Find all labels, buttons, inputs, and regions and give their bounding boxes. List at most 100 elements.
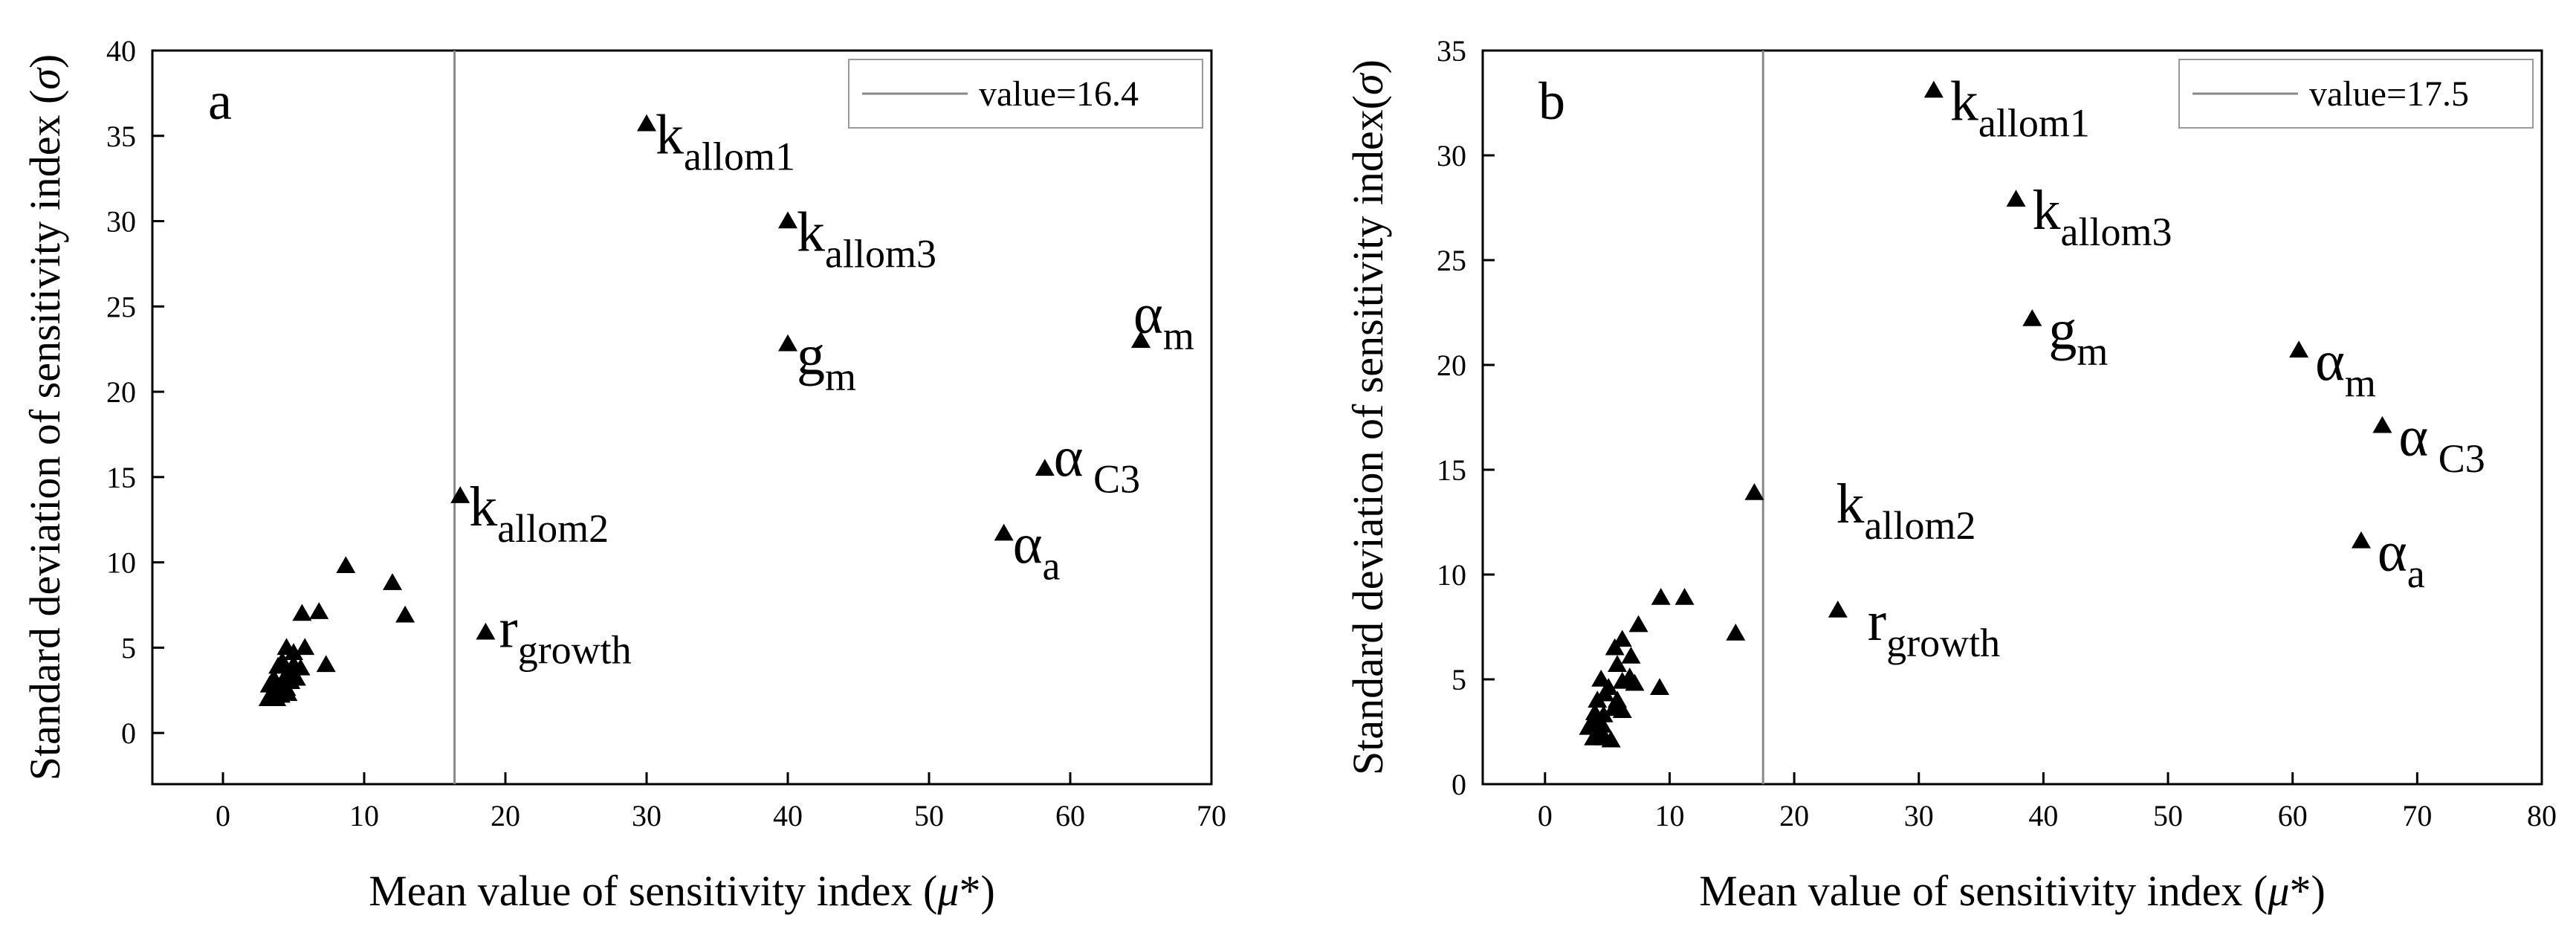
panel-letter: b: [1538, 71, 1565, 131]
labeled-data-point: [1744, 483, 1764, 500]
point-annotation: α C3: [2398, 406, 2485, 481]
y-tick-label: 10: [106, 546, 136, 580]
data-point: [1726, 623, 1746, 641]
data-point: [268, 656, 288, 674]
plot-frame: [1481, 49, 2543, 786]
point-annotation: αa: [2378, 521, 2425, 596]
point-annotation: kallom3: [797, 201, 936, 276]
labeled-data-point: [476, 622, 496, 640]
data-point: [395, 605, 415, 623]
point-annotation: rgrowth: [1868, 590, 2000, 665]
point-annotation: αm: [2315, 330, 2376, 405]
y-tick-label: 30: [106, 205, 136, 239]
data-point: [383, 573, 402, 590]
y-tick-label: 25: [106, 290, 136, 323]
labeled-data-point: [778, 211, 797, 229]
y-tick-label: 25: [1437, 244, 1466, 277]
x-tick-label: 30: [632, 799, 661, 832]
y-tick-label: 30: [1437, 139, 1466, 172]
y-tick-label: 35: [1437, 34, 1466, 68]
y-tick-label: 10: [1437, 558, 1466, 592]
y-axis-title: Standard deviation of sensitivity index …: [21, 54, 69, 780]
x-tick-label: 20: [1779, 799, 1809, 832]
y-tick-label: 35: [106, 120, 136, 153]
data-point: [1612, 671, 1632, 689]
panel-b: 0 10 20 30 40 50 60 70 80 0 5 10 15 20 25 30 35 Mean valu…: [1344, 34, 2557, 915]
data-point: [1651, 588, 1671, 605]
x-tick-label: 0: [1538, 799, 1553, 832]
data-point: [1621, 646, 1641, 664]
panel-a: 0 10 20 30 40 50 60 70 0 5 10 15 20 25 30 35 40 Mean valu…: [21, 34, 1226, 915]
plot-frame: [151, 49, 1213, 786]
point-annotation: kallom3: [2033, 179, 2172, 254]
labeled-data-point: [2351, 531, 2371, 549]
x-tick-label: 40: [773, 799, 803, 832]
x-tick-label: 30: [1904, 799, 1934, 832]
x-tick-label: 60: [1055, 799, 1085, 832]
point-annotation: rgrowth: [499, 598, 631, 673]
point-annotation: gm: [797, 324, 856, 399]
x-tick-label: 50: [914, 799, 944, 832]
y-tick-label: 0: [1452, 768, 1466, 801]
data-point: [1650, 678, 1670, 696]
labeled-data-point: [1828, 600, 1848, 618]
data-point: [1674, 588, 1695, 605]
y-tick-label: 5: [121, 631, 136, 664]
y-axis-title: Standard deviation of sensitivity index(…: [1344, 59, 1392, 775]
labeled-data-point: [2289, 340, 2309, 358]
point-annotation: kallom2: [1836, 473, 1975, 548]
point-annotation: kallom1: [1950, 71, 2090, 146]
point-annotation: αa: [1013, 514, 1061, 589]
y-tick-label: 0: [121, 717, 136, 750]
data-point: [1628, 615, 1648, 633]
legend-label: value=16.4: [979, 74, 1139, 114]
labeled-data-point: [637, 114, 656, 132]
labeled-data-point: [450, 486, 470, 503]
data-point: [1591, 670, 1611, 687]
y-tick-label: 15: [106, 461, 136, 494]
labeled-data-point: [2022, 308, 2042, 326]
x-tick-label: 70: [1197, 799, 1226, 832]
data-point: [1605, 638, 1625, 656]
labeled-data-point: [1131, 331, 1151, 348]
data-point: [1612, 630, 1632, 647]
y-tick-label: 15: [1437, 453, 1466, 487]
labeled-data-point: [1923, 80, 1944, 98]
point-annotation: αm: [1133, 283, 1194, 358]
point-annotation: kallom2: [469, 476, 609, 551]
labeled-data-point: [2372, 415, 2392, 433]
y-tick-label: 20: [1437, 349, 1466, 382]
data-point: [295, 638, 315, 656]
x-tick-label: 10: [1654, 799, 1684, 832]
point-annotation: α C3: [1054, 426, 1140, 501]
data-point: [309, 602, 329, 619]
legend-label: value=17.5: [2309, 74, 2469, 114]
x-axis-title: Mean value of sensitivity index (μ*): [369, 867, 995, 915]
labeled-data-point: [994, 523, 1014, 541]
x-axis-title: Mean value of sensitivity index (μ*): [1699, 867, 2326, 915]
data-point: [1593, 705, 1614, 722]
panel-letter: a: [208, 71, 232, 131]
labeled-data-point: [1035, 459, 1055, 476]
data-point: [1601, 730, 1621, 748]
x-tick-label: 10: [349, 799, 379, 832]
data-point: [316, 655, 336, 673]
data-point: [292, 604, 312, 621]
y-tick-label: 40: [106, 34, 136, 68]
data-point: [278, 684, 298, 702]
point-annotation: gm: [2048, 299, 2108, 374]
y-tick-label: 5: [1452, 663, 1466, 696]
data-point: [284, 643, 303, 661]
labeled-data-point: [2006, 190, 2026, 207]
x-tick-label: 80: [2527, 799, 2557, 832]
labeled-data-point: [778, 334, 797, 352]
data-point: [1612, 701, 1632, 719]
y-tick-label: 20: [106, 375, 136, 409]
x-tick-label: 60: [2278, 799, 2308, 832]
data-point: [336, 556, 356, 573]
data-point: [1588, 690, 1608, 708]
x-tick-label: 20: [491, 799, 520, 832]
data-point: [267, 689, 287, 706]
